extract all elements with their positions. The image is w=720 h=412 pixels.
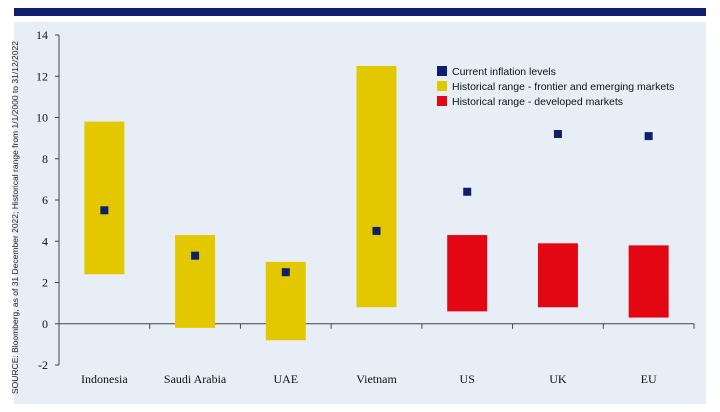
current-markers-group bbox=[100, 130, 653, 277]
legend-swatch bbox=[437, 66, 447, 76]
source-note: SOURCE: Bloomberg, as of 31 December 202… bbox=[10, 41, 20, 394]
x-tick-label: EU bbox=[641, 372, 657, 386]
range-bar-indonesia bbox=[84, 121, 125, 275]
y-tick-label: 12 bbox=[36, 69, 48, 83]
axes-group bbox=[55, 34, 695, 366]
x-tick-label: UK bbox=[549, 372, 567, 386]
y-tick-label: 8 bbox=[42, 152, 48, 166]
range-bar-vietnam bbox=[356, 65, 397, 308]
y-tick-label: 14 bbox=[36, 28, 48, 42]
current-level-marker-eu bbox=[644, 132, 653, 141]
range-bar-uk bbox=[537, 243, 578, 308]
y-tick-label: 4 bbox=[42, 234, 48, 248]
legend-swatch bbox=[437, 81, 447, 91]
current-level-marker-vietnam bbox=[372, 226, 381, 235]
chart-legend: Current inflation levels Historical range… bbox=[437, 66, 674, 108]
y-tick-label: 10 bbox=[36, 111, 48, 125]
legend-label: Historical range - frontier and emerging… bbox=[452, 81, 674, 93]
range-bar-eu bbox=[628, 245, 669, 318]
range-bars-group bbox=[84, 65, 669, 341]
y-tick-label: 0 bbox=[42, 317, 48, 331]
x-tick-label: UAE bbox=[273, 372, 298, 386]
x-tick-label: Indonesia bbox=[81, 372, 128, 386]
range-bar-us bbox=[447, 235, 488, 312]
x-tick-label: Vietnam bbox=[356, 372, 397, 386]
y-tick-label: 6 bbox=[42, 193, 48, 207]
legend-swatch bbox=[437, 96, 447, 106]
current-level-marker-uk bbox=[553, 130, 562, 138]
x-tick-label: Saudi Arabia bbox=[164, 372, 227, 386]
y-tick-label: 2 bbox=[42, 276, 48, 290]
current-level-marker-saudi-arabia bbox=[191, 251, 200, 260]
current-level-marker-uae bbox=[281, 268, 290, 277]
legend-label: Historical range - developed markets bbox=[452, 96, 623, 108]
range-bar-saudi-arabia bbox=[175, 235, 216, 328]
y-tick-label: -2 bbox=[38, 358, 48, 372]
y-tick-labels-group: 14 12 10 8 6 4 2 0 -2 bbox=[36, 28, 48, 372]
x-tick-labels-group: Indonesia Saudi Arabia UAE Vietnam US UK EU bbox=[81, 372, 657, 386]
current-level-marker-indonesia bbox=[100, 206, 109, 215]
x-tick-label: US bbox=[460, 372, 475, 386]
current-level-marker-us bbox=[463, 187, 472, 196]
legend-label: Current inflation levels bbox=[452, 66, 556, 78]
top-accent-rule bbox=[14, 8, 706, 16]
